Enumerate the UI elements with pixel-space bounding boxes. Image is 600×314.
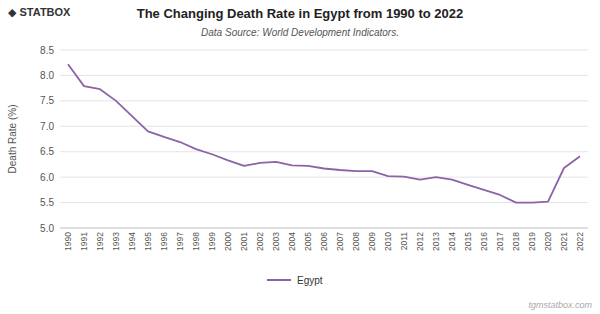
y-tick-label: 6.5	[40, 146, 54, 157]
x-tick-label: 2008	[351, 232, 361, 251]
grid-line	[60, 177, 588, 178]
x-tick-label: 2016	[479, 232, 489, 251]
x-tick-label: 2011	[399, 232, 409, 251]
title: The Changing Death Rate in Egypt from 19…	[137, 6, 464, 21]
x-tick-label: 2006	[319, 232, 329, 251]
x-tick-label: 2009	[367, 232, 377, 251]
y-tick-label: 8.0	[40, 70, 54, 81]
x-tick-label: 1991	[79, 232, 89, 251]
x-tick-label: 1996	[159, 232, 169, 251]
x-tick-label: 1990	[63, 232, 73, 251]
grid-line	[60, 151, 588, 152]
x-tick-label: 2007	[335, 232, 345, 251]
y-tick-label: 7.0	[40, 121, 54, 132]
x-tick-label: 2000	[223, 232, 233, 251]
legend: Egypt	[267, 275, 323, 286]
x-tick-label: 2018	[511, 232, 521, 251]
grid-line	[60, 126, 588, 127]
x-tick-label: 2019	[527, 232, 537, 251]
x-tick-label: 1992	[95, 232, 105, 251]
grid-line	[60, 75, 588, 76]
x-tick-label: 1993	[111, 232, 121, 251]
line-series	[68, 64, 580, 202]
x-tick-label: 2005	[303, 232, 313, 251]
grid-line	[60, 100, 588, 101]
x-tick-label: 2014	[447, 232, 457, 251]
grid-line	[60, 50, 588, 51]
x-tick-label: 1997	[175, 232, 185, 251]
x-tick-label: 1995	[143, 232, 153, 251]
x-tick-label: 2003	[271, 232, 281, 251]
x-tick-label: 2013	[431, 232, 441, 251]
x-tick-label: 2012	[415, 232, 425, 251]
legend-label: Egypt	[297, 275, 323, 286]
y-tick-label: 7.5	[40, 95, 54, 106]
x-tick-label: 1998	[191, 232, 201, 251]
x-tick-label: 2004	[287, 232, 297, 251]
x-tick-label: 2015	[463, 232, 473, 251]
chart: The Changing Death Rate in Egypt from 19…	[0, 0, 600, 314]
x-tick-label: 1994	[127, 232, 137, 251]
logo: ◆ STATBOX	[8, 6, 71, 18]
y-tick-label: 8.5	[40, 45, 54, 56]
legend-swatch	[267, 279, 291, 281]
y-tick-label: 6.0	[40, 172, 54, 183]
grid	[60, 50, 588, 228]
subtitle: Data Source: World Development Indicator…	[201, 27, 399, 38]
y-tick-label: 5.5	[40, 197, 54, 208]
grid-line	[60, 202, 588, 203]
x-tick-label: 2021	[559, 232, 569, 251]
x-tick-label: 2022	[575, 232, 585, 251]
y-tick-label: 5.0	[40, 223, 54, 234]
watermark: tgmstatbox.com	[528, 300, 592, 310]
grid-line	[60, 228, 588, 229]
x-tick-label: 2001	[239, 232, 249, 251]
y-axis-label: Death Rate (%)	[7, 105, 18, 174]
x-tick-label: 1999	[207, 232, 217, 251]
x-axis-line	[60, 228, 588, 229]
plot-area	[68, 64, 580, 202]
x-tick-label: 2002	[255, 232, 265, 251]
x-tick-label: 2020	[543, 232, 553, 251]
x-tick-label: 2010	[383, 232, 393, 251]
x-tick-label: 2017	[495, 232, 505, 251]
